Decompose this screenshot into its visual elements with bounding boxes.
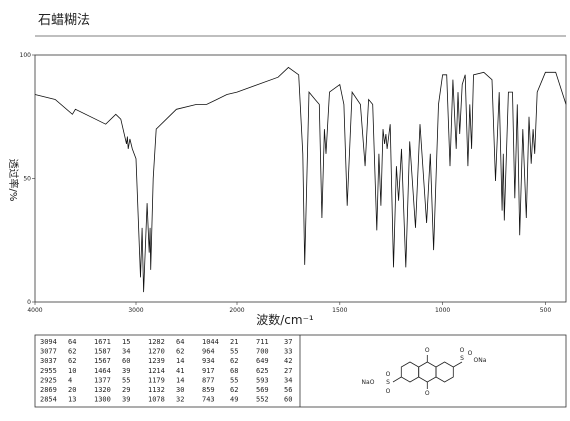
wavenumber-cell: 625 [256, 367, 269, 375]
wavenumber-cell: 593 [256, 376, 269, 384]
structure-label: NaO [362, 379, 375, 386]
transmittance-cell: 13 [68, 396, 76, 404]
structure-drawing [392, 355, 463, 389]
wavenumber-cell: 2854 [40, 396, 57, 404]
transmittance-cell: 41 [176, 367, 184, 375]
wavenumber-cell: 1377 [94, 376, 111, 384]
transmittance-cell: 39 [122, 396, 130, 404]
x-tick-label: 1500 [332, 307, 347, 314]
wavenumber-cell: 859 [202, 386, 215, 394]
transmittance-cell: 60 [122, 357, 130, 365]
transmittance-cell: 56 [284, 386, 292, 394]
transmittance-cell: 14 [176, 376, 184, 384]
spectrum-line [34, 66, 567, 293]
transmittance-cell: 21 [230, 338, 238, 346]
wavenumber-cell: 700 [256, 348, 269, 356]
y-tick-label: 100 [20, 52, 32, 59]
wavenumber-cell: 569 [256, 386, 269, 394]
transmittance-cell: 33 [284, 348, 292, 356]
transmittance-cell: 62 [176, 348, 184, 356]
wavenumber-cell: 1300 [94, 396, 111, 404]
wavenumber-cell: 3077 [40, 348, 57, 356]
wavenumber-cell: 1567 [94, 357, 111, 365]
wavenumber-cell: 1464 [94, 367, 111, 375]
wavenumber-cell: 1078 [148, 396, 165, 404]
transmittance-cell: 34 [284, 376, 292, 384]
chart-title: 石蜡糊法 [38, 12, 90, 28]
wavenumber-cell: 711 [256, 338, 269, 346]
transmittance-cell: 68 [230, 367, 238, 375]
wavenumber-cell: 1671 [94, 338, 111, 346]
transmittance-cell: 62 [68, 357, 76, 365]
x-tick-label: 500 [540, 307, 552, 314]
x-axis-label: 波数/cm⁻¹ [256, 312, 314, 327]
structure-label: S [386, 379, 390, 386]
wavenumber-cell: 1270 [148, 348, 165, 356]
wavenumber-cell: 1179 [148, 376, 165, 384]
transmittance-cell: 27 [284, 367, 292, 375]
transmittance-cell: 64 [176, 338, 184, 346]
x-tick-label: 1000 [435, 307, 450, 314]
y-tick-label: 50 [23, 176, 31, 183]
transmittance-cell: 55 [230, 348, 238, 356]
wavenumber-cell: 917 [202, 367, 215, 375]
transmittance-cell: 60 [284, 396, 292, 404]
wavenumber-cell: 1282 [148, 338, 165, 346]
x-tick-label: 3000 [128, 307, 143, 314]
structure-label: O [425, 347, 430, 354]
plot-frame [34, 54, 567, 303]
structure-label: ONa [474, 357, 487, 364]
wavenumber-cell: 649 [256, 357, 269, 365]
transmittance-cell: 49 [230, 396, 238, 404]
y-tick-label: 0 [27, 299, 31, 306]
table-frame [34, 334, 567, 408]
transmittance-cell: 62 [230, 357, 238, 365]
transmittance-cell: 42 [284, 357, 292, 365]
transmittance-cell: 32 [176, 396, 184, 404]
structure-label: S [460, 355, 464, 362]
transmittance-cell: 62 [230, 386, 238, 394]
transmittance-cell: 4 [68, 376, 72, 384]
wavenumber-cell: 2925 [40, 376, 57, 384]
wavenumber-cell: 3094 [40, 338, 57, 346]
wavenumber-cell: 552 [256, 396, 269, 404]
transmittance-cell: 55 [230, 376, 238, 384]
transmittance-cell: 39 [122, 367, 130, 375]
wavenumber-cell: 1044 [202, 338, 219, 346]
x-tick-label: 4000 [27, 307, 42, 314]
transmittance-cell: 14 [176, 357, 184, 365]
structure-label: O [386, 388, 391, 395]
structure-label: O [425, 390, 430, 397]
wavenumber-cell: 1132 [148, 386, 165, 394]
structure-label: O [386, 371, 391, 378]
wavenumber-cell: 1239 [148, 357, 165, 365]
transmittance-cell: 62 [68, 348, 76, 356]
wavenumber-cell: 964 [202, 348, 215, 356]
wavenumber-cell: 877 [202, 376, 215, 384]
transmittance-cell: 37 [284, 338, 292, 346]
wavenumber-cell: 934 [202, 357, 215, 365]
wavenumber-cell: 1214 [148, 367, 165, 375]
wavenumber-cell: 1587 [94, 348, 111, 356]
wavenumber-cell: 2955 [40, 367, 57, 375]
transmittance-cell: 10 [68, 367, 76, 375]
structure-label: O [468, 350, 473, 357]
structure-label: O [460, 347, 465, 354]
x-tick-label: 2000 [229, 307, 244, 314]
transmittance-cell: 15 [122, 338, 130, 346]
transmittance-cell: 55 [122, 376, 130, 384]
transmittance-cell: 64 [68, 338, 76, 346]
transmittance-cell: 34 [122, 348, 130, 356]
wavenumber-cell: 2869 [40, 386, 57, 394]
wavenumber-cell: 743 [202, 396, 215, 404]
transmittance-cell: 29 [122, 386, 130, 394]
y-axis-label: 透过率/% [7, 159, 20, 202]
wavenumber-cell: 3037 [40, 357, 57, 365]
transmittance-cell: 30 [176, 386, 184, 394]
wavenumber-cell: 1320 [94, 386, 111, 394]
transmittance-cell: 20 [68, 386, 76, 394]
